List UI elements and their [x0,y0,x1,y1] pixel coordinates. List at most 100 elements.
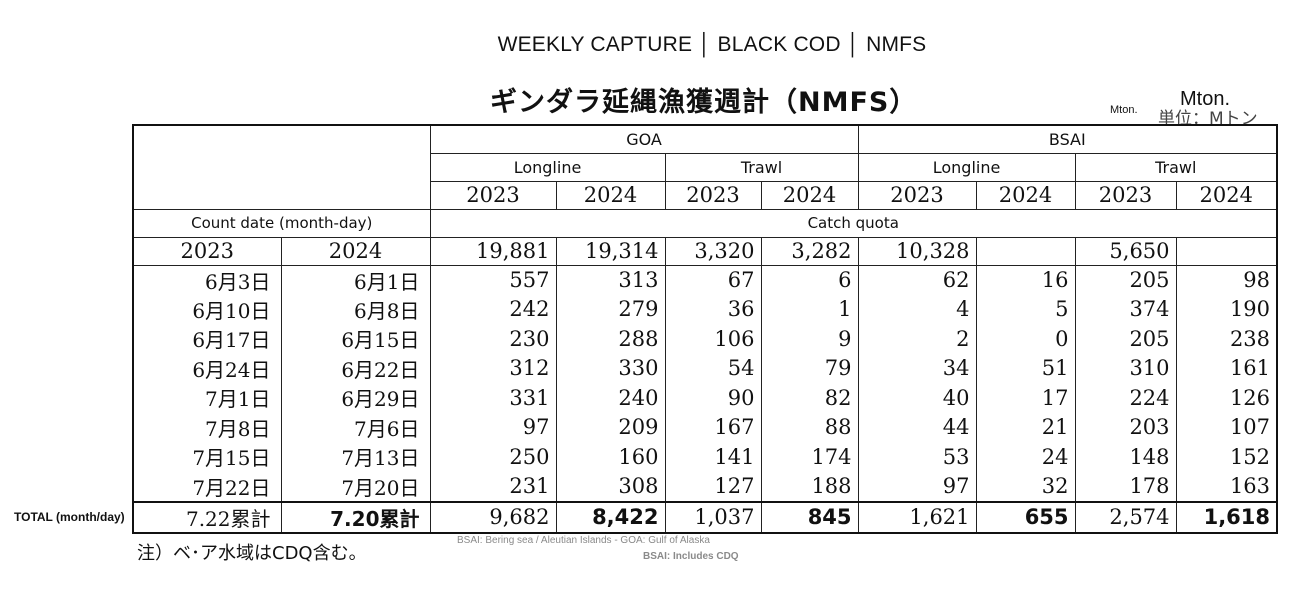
year-header-row: 2023 2024 2023 2024 2023 2024 2023 2024 [133,180,1278,210]
year-header: 2023 [1074,180,1177,210]
week-date-2023: 6月3日 [132,264,282,295]
catch-cell: 230 [429,324,557,354]
week-date-2023: 6月10日 [132,294,282,324]
region-goa: GOA [429,124,859,154]
catch-cell: 160 [555,442,666,472]
catch-cell: 97 [857,471,977,502]
catch-cell: 178 [1074,471,1177,502]
quota-cell: 19,314 [555,236,666,266]
total-cell: 2,574 [1074,500,1177,534]
quota-cell: 3,282 [760,236,859,266]
label-row: Count date (month-day) Catch quota [132,208,1278,238]
note-english-cdq: BSAI: Includes CDQ [643,551,739,562]
catch-cell: 167 [664,412,762,442]
catch-cell: 205 [1074,324,1177,354]
catch-cell: 203 [1074,412,1177,442]
japanese-title: ギンダラ延縄漁獲週計（NMFS） [490,87,918,118]
week-date-2024: 7月13日 [280,442,431,472]
total-cell: 1,618 [1175,500,1278,534]
catch-cell: 374 [1074,294,1177,324]
table-row: 7月22日 7月20日 231 308 127 188 97 32 178 163 [132,471,1278,502]
unit-label-small: Mton. [1110,104,1138,116]
table-row: 7月8日 7月6日 97 209 167 88 44 21 203 107 [132,412,1278,442]
total-cell: 1,037 [664,500,762,534]
corner-cell [132,124,431,210]
quota-cell [1175,236,1278,266]
total-cell: 8,422 [555,500,666,534]
catch-cell: 240 [555,383,666,413]
total-cell: 1,621 [857,500,977,534]
catch-cell: 97 [429,412,557,442]
catch-cell: 106 [664,324,762,354]
catch-table: GOA BSAI Longline Trawl Longline Trawl 2… [132,124,1279,534]
catch-cell: 62 [857,264,977,295]
week-date-2023: 6月24日 [132,353,282,383]
week-date-2024: 6月29日 [280,383,431,413]
quota-cell [975,236,1076,266]
note-english-regions: BSAI: Bering sea / Aleutian Islands - GO… [457,535,710,546]
week-date-2024: 6月15日 [280,324,431,354]
catch-cell: 36 [664,294,762,324]
catch-cell: 44 [857,412,977,442]
catch-cell: 163 [1175,471,1278,502]
table-row: 6月17日 6月15日 230 288 106 9 2 0 205 238 [132,324,1278,354]
week-date-2024: 7月6日 [280,412,431,442]
catch-cell: 205 [1074,264,1177,295]
unit-label-large: Mton. [1180,88,1231,110]
catch-cell: 98 [1175,264,1278,295]
total-side-label: TOTAL (month/day) [14,510,125,524]
date-year-2024: 2024 [280,236,431,266]
total-cell: 845 [760,500,859,534]
catch-cell: 141 [664,442,762,472]
catch-cell: 9 [760,324,859,354]
catch-cell: 209 [555,412,666,442]
catch-cell: 0 [975,324,1076,354]
catch-cell: 21 [975,412,1076,442]
week-date-2023: 7月1日 [132,383,282,413]
catch-cell: 313 [555,264,666,295]
year-header: 2024 [760,180,859,210]
quota-cell: 3,320 [664,236,762,266]
table-row: 6月3日 6月1日 557 313 67 6 62 16 205 98 [132,264,1278,295]
count-date-label: Count date (month-day) [132,208,431,238]
total-row: 7.22累計 7.20累計 9,682 8,422 1,037 845 1,62… [132,500,1278,534]
region-header-row: GOA BSAI [132,124,1278,210]
catch-cell: 1 [760,294,859,324]
gear-bsai-longline: Longline [857,152,1076,182]
catch-cell: 2 [857,324,977,354]
table-row: 7月1日 6月29日 331 240 90 82 40 17 224 126 [132,383,1278,413]
total-date-2024: 7.20累計 [280,500,431,534]
catch-cell: 152 [1175,442,1278,472]
catch-cell: 90 [664,383,762,413]
table-row: 6月24日 6月22日 312 330 54 79 34 51 310 161 [132,353,1278,383]
catch-cell: 17 [975,383,1076,413]
catch-cell: 161 [1175,353,1278,383]
catch-cell: 88 [760,412,859,442]
catch-cell: 82 [760,383,859,413]
catch-cell: 288 [555,324,666,354]
table-row: 6月10日 6月8日 242 279 36 1 4 5 374 190 [132,294,1278,324]
catch-cell: 331 [429,383,557,413]
year-header: 2023 [429,180,557,210]
catch-cell: 310 [1074,353,1177,383]
catch-cell: 242 [429,294,557,324]
note-japanese: 注）ベ･ア水域はCDQ含む。 [137,543,367,564]
week-date-2023: 7月22日 [132,471,282,502]
week-date-2023: 6月17日 [132,324,282,354]
week-date-2024: 6月22日 [280,353,431,383]
catch-cell: 557 [429,264,557,295]
gear-goa-longline: Longline [429,152,666,182]
catch-cell: 67 [664,264,762,295]
year-header: 2023 [857,180,977,210]
catch-cell: 308 [555,471,666,502]
catch-cell: 231 [429,471,557,502]
catch-cell: 24 [975,442,1076,472]
gear-bsai-trawl: Trawl [1074,152,1278,182]
catch-cell: 6 [760,264,859,295]
catch-cell: 190 [1175,294,1278,324]
catch-cell: 279 [555,294,666,324]
catch-cell: 312 [429,353,557,383]
quota-cell: 5,650 [1074,236,1177,266]
total-cell: 9,682 [429,500,557,534]
catch-cell: 188 [760,471,859,502]
